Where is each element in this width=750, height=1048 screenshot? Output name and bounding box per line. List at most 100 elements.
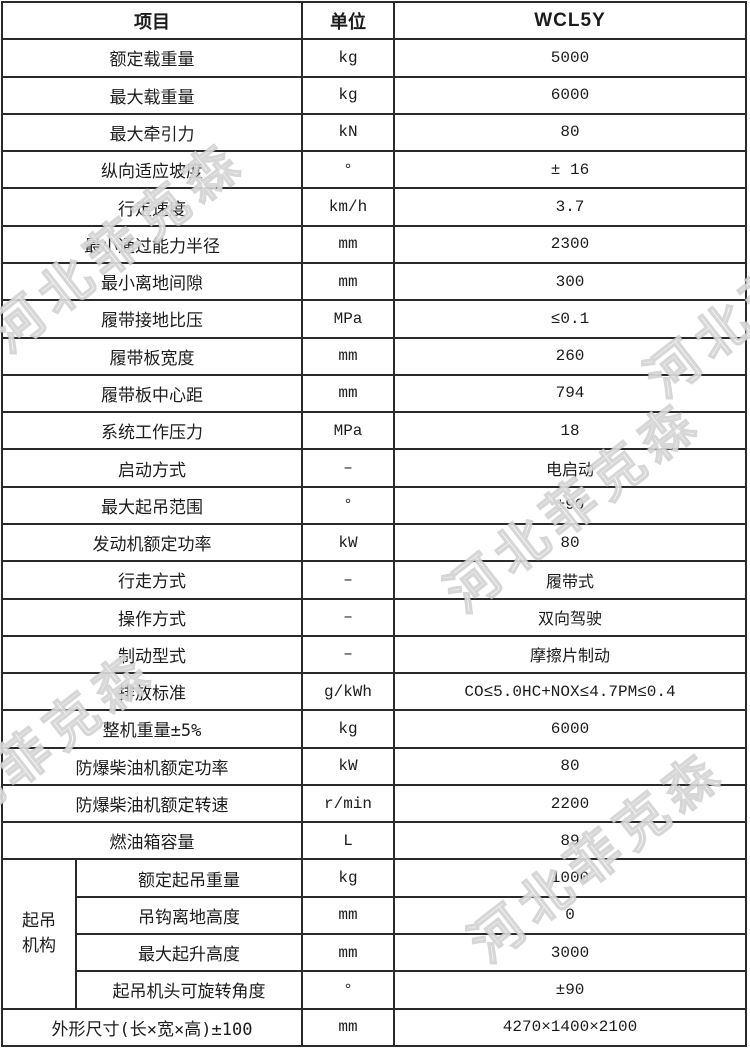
spec-item-label: 最小通过能力半径	[1, 224, 303, 264]
spec-item-label: 额定起吊重量	[75, 858, 303, 898]
spec-row: 最大起升高度 mm 3000	[2, 933, 747, 973]
spec-row: 起吊机头可旋转角度 ° ±90	[2, 970, 747, 1010]
spec-row: 履带接地比压 MPa ≤0.1	[1, 299, 747, 339]
spec-value: CO≤5.0HC+NOX≤4.7PM≤0.4	[393, 672, 747, 712]
column-header-unit: 单位	[301, 0, 395, 41]
spec-row: 操作方式 – 双向驾驶	[1, 597, 747, 637]
spec-item-label: 最大起吊范围	[1, 485, 303, 525]
spec-item-label: 防爆柴油机额定转速	[1, 783, 303, 824]
spec-unit: mm	[301, 895, 395, 936]
spec-row: 制动型式 – 摩擦片制动	[1, 634, 747, 675]
spec-row: 履带板宽度 mm 260	[1, 336, 747, 376]
spec-unit: kN	[301, 112, 395, 153]
spec-row: 吊钩离地高度 mm 0	[2, 895, 747, 936]
spec-unit: kW	[301, 522, 395, 563]
spec-unit: –	[301, 597, 395, 637]
spec-unit: MPa	[301, 411, 395, 451]
spec-unit: L	[301, 821, 395, 861]
spec-item-label: 最大载重量	[1, 75, 303, 115]
spec-item-label: 行走方式	[1, 560, 303, 600]
spec-item-label: 履带板中心距	[1, 373, 303, 414]
spec-unit: kg	[301, 38, 395, 78]
spec-row: 纵向适应坡度 ° ± 16	[1, 150, 747, 190]
spec-item-label: 额定载重量	[1, 38, 303, 78]
spec-unit: mm	[301, 373, 395, 414]
spec-item-label: 行走速度	[1, 187, 303, 227]
spec-unit: mm	[301, 224, 395, 264]
spec-row: 履带板中心距 mm 794	[1, 373, 747, 414]
spec-item-label: 起吊机头可旋转角度	[75, 970, 303, 1010]
spec-unit: g/kWh	[301, 672, 395, 712]
group-label-text: 起吊机构	[22, 911, 56, 957]
spec-unit: mm	[301, 1007, 395, 1048]
spec-item-label: 最小离地间隙	[1, 261, 303, 302]
spec-value: 80	[393, 522, 747, 563]
spec-item-label: 燃油箱容量	[1, 821, 303, 861]
spec-value: 6000	[393, 75, 747, 115]
spec-row: 最小离地间隙 mm 300	[1, 261, 747, 302]
spec-row: 起吊机构 额定起吊重量 kg 1000	[1, 858, 747, 1010]
spec-row: 外形尺寸(长×宽×高)±100 mm 4270×1400×2100	[1, 1007, 747, 1048]
spec-value: 3000	[393, 933, 747, 973]
spec-value: 794	[393, 373, 747, 414]
spec-item-label: 发动机额定功率	[1, 522, 303, 563]
spec-value: 260	[393, 336, 747, 376]
group-label-lifting-mechanism: 起吊机构	[1, 858, 77, 1010]
spec-item-label: 制动型式	[1, 634, 303, 675]
spec-row: 行走方式 – 履带式	[1, 560, 747, 600]
spec-row: 启动方式 – 电启动	[1, 448, 747, 488]
spec-unit: °	[301, 970, 395, 1010]
column-header-model: WCL5Y	[393, 0, 747, 41]
spec-row: 最大牵引力 kN 80	[1, 112, 747, 153]
spec-item-label: 启动方式	[1, 448, 303, 488]
header-row: 项目 单位 WCL5Y	[1, 0, 747, 41]
spec-value: 18	[393, 411, 747, 451]
spec-row: 最小通过能力半径 mm 2300	[1, 224, 747, 264]
spec-row: 防爆柴油机额定转速 r/min 2200	[1, 783, 747, 824]
spec-row: 防爆柴油机额定功率 kW 80	[1, 746, 747, 786]
spec-unit: kg	[301, 709, 395, 749]
spec-value: 0	[393, 895, 747, 936]
spec-unit: –	[301, 634, 395, 675]
spec-value: 5000	[393, 38, 747, 78]
spec-value: ±90	[393, 485, 747, 525]
spec-value: ≤0.1	[393, 299, 747, 339]
spec-item-label: 履带板宽度	[1, 336, 303, 376]
spec-row: 系统工作压力 MPa 18	[1, 411, 747, 451]
spec-value: 89	[393, 821, 747, 861]
spec-row: 最大载重量 kg 6000	[1, 75, 747, 115]
spec-value: ± 16	[393, 150, 747, 190]
spec-item-label: 最大牵引力	[1, 112, 303, 153]
spec-unit: –	[301, 448, 395, 488]
spec-row: 发动机额定功率 kW 80	[1, 522, 747, 563]
spec-value: 4270×1400×2100	[393, 1007, 747, 1048]
spec-unit: MPa	[301, 299, 395, 339]
spec-item-label: 操作方式	[1, 597, 303, 637]
spec-item-label: 整机重量±5%	[1, 709, 303, 749]
spec-row: 最大起吊范围 ° ±90	[1, 485, 747, 525]
spec-row: 整机重量±5% kg 6000	[1, 709, 747, 749]
spec-value: 6000	[393, 709, 747, 749]
spec-item-label: 吊钩离地高度	[75, 895, 303, 936]
spec-value: 300	[393, 261, 747, 302]
spec-value: 80	[393, 112, 747, 153]
spec-value: 电启动	[393, 448, 747, 488]
spec-unit: –	[301, 560, 395, 600]
spec-unit: kW	[301, 746, 395, 786]
spec-unit: °	[301, 485, 395, 525]
spec-row: 额定载重量 kg 5000	[1, 38, 747, 78]
spec-value: ±90	[393, 970, 747, 1010]
spec-unit: km/h	[301, 187, 395, 227]
spec-item-label: 外形尺寸(长×宽×高)±100	[1, 1007, 303, 1048]
spec-unit: mm	[301, 261, 395, 302]
column-header-item: 项目	[1, 0, 303, 41]
spec-unit: kg	[301, 75, 395, 115]
spec-value: 2300	[393, 224, 747, 264]
spec-unit: °	[301, 150, 395, 190]
spec-item-label: 系统工作压力	[1, 411, 303, 451]
spec-row: 行走速度 km/h 3.7	[1, 187, 747, 227]
spec-item-label: 防爆柴油机额定功率	[1, 746, 303, 786]
spec-value: 80	[393, 746, 747, 786]
